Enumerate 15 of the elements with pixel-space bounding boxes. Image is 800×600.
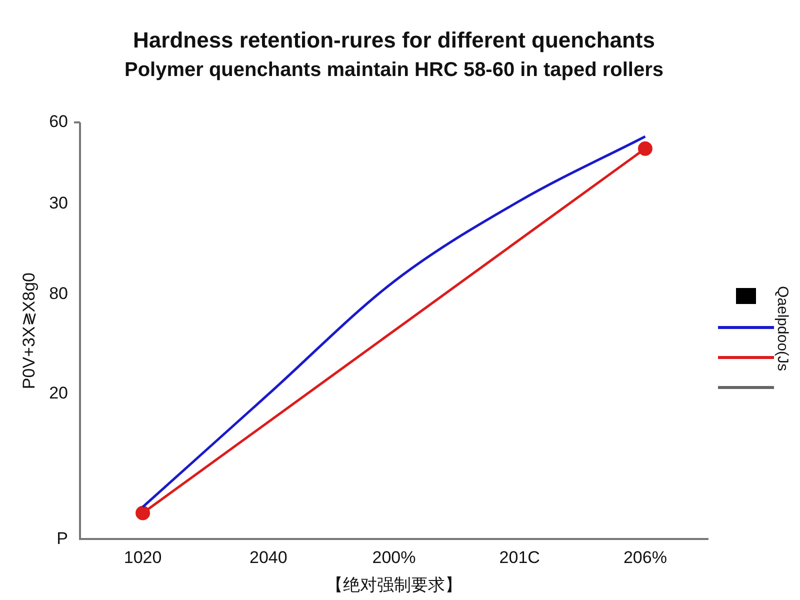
text: P (56, 528, 68, 548)
x-axis-title: 【绝对强制要求】 (326, 575, 462, 594)
chart-title: Hardness retention-rures for different quenchants (133, 27, 655, 52)
x-tick-label: 1020 (124, 548, 162, 568)
x-tick-label: 2040 (249, 548, 288, 568)
legend-title: Qaelpdoo(Js (774, 286, 791, 372)
x-tick-label: 201C (499, 548, 540, 568)
text: 20 (49, 383, 68, 402)
text: 30 (49, 193, 68, 212)
x-tick-label: 200% (372, 548, 416, 568)
text: 80 (49, 284, 68, 304)
x-tick-label: 206% (623, 548, 667, 568)
chart-subtitle: Polymer quenchants maintain HRC 58-60 in taped rollers (124, 58, 664, 81)
y-axis-title: P0V+3X≷X8g0 (20, 272, 39, 390)
text: 60 (49, 112, 68, 132)
